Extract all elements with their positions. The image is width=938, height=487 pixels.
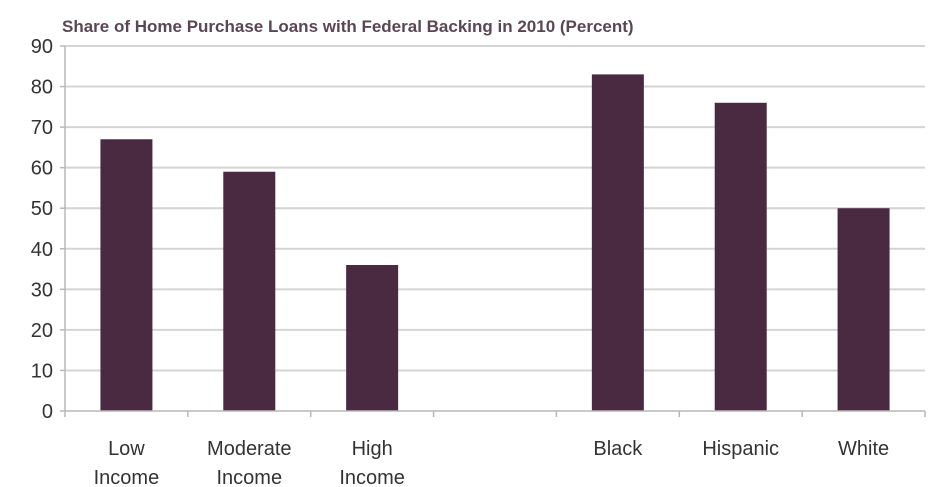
y-tick-label: 30 (31, 279, 53, 301)
category-label: Hispanic (702, 438, 779, 460)
bar (714, 102, 767, 412)
category-label: Income (94, 467, 160, 487)
bar (223, 171, 276, 411)
y-tick-labels: 0 10 20 30 40 50 60 70 80 90 (31, 36, 53, 423)
y-tick-label: 70 (31, 117, 53, 139)
bar (100, 139, 153, 411)
category-label: White (838, 438, 889, 460)
bars (100, 74, 890, 412)
y-tick-label: 90 (31, 36, 53, 58)
bar (346, 265, 399, 411)
category-label: Black (593, 438, 643, 460)
y-tick-label: 20 (31, 320, 53, 342)
bar (837, 208, 890, 411)
y-tick-label: 0 (42, 401, 53, 423)
y-tick-label: 40 (31, 239, 53, 261)
category-label: Moderate (207, 438, 292, 460)
y-tick-label: 60 (31, 158, 53, 180)
y-tick-label: 80 (31, 77, 53, 99)
category-label: Low (108, 438, 145, 460)
axes (60, 45, 926, 417)
category-label: High (352, 438, 393, 460)
category-label: Income (216, 467, 282, 487)
gridlines (65, 45, 925, 372)
y-tick-label: 50 (31, 198, 53, 220)
category-labels: Low Income Moderate Income High Income Black Hi… (94, 438, 890, 487)
chart-title: Share of Home Purchase Loans with Federa… (62, 17, 634, 36)
y-tick-label: 10 (31, 360, 53, 382)
category-label: Income (339, 467, 405, 487)
bar (591, 74, 644, 411)
